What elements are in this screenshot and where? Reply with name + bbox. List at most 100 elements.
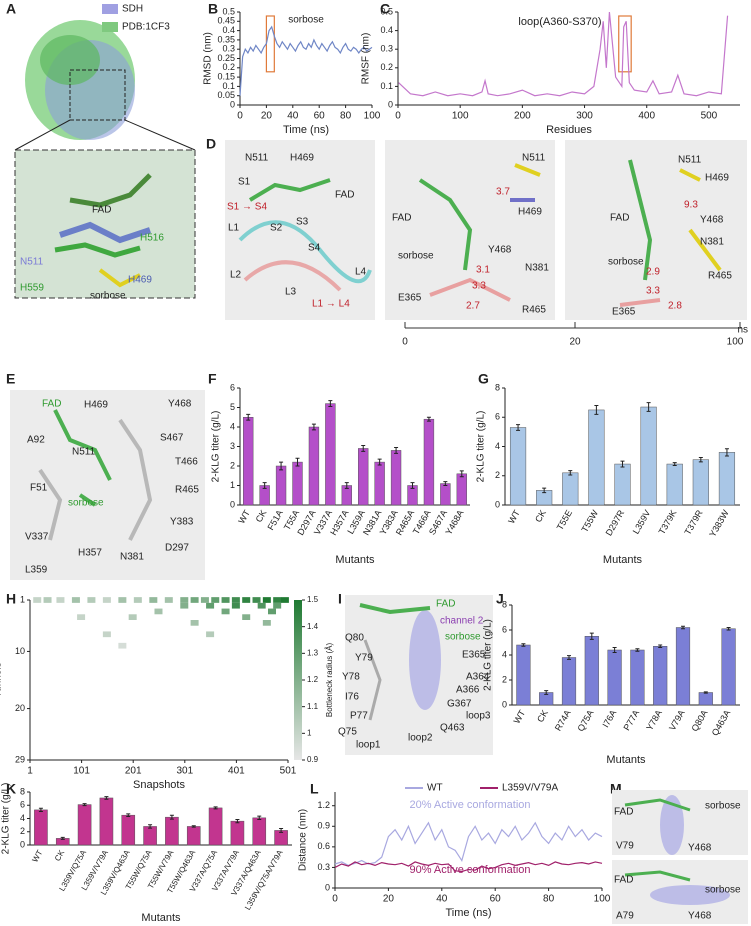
error-bar (568, 470, 573, 476)
timeline-label: 20 (569, 337, 581, 348)
x-tick-label: F51A (265, 508, 284, 532)
error-bar (279, 461, 284, 471)
bar (698, 692, 713, 706)
y-tick-label: 6 (20, 800, 25, 810)
residue-label: FAD (436, 599, 455, 610)
heatmap-cell (87, 597, 96, 603)
y-tick-label: 0.35 (217, 34, 235, 44)
x-axis-label: Time (ns) (445, 907, 491, 919)
x-tick-label: 100 (364, 111, 381, 122)
x-tick-label: 80 (340, 111, 352, 122)
residue-label: N511 (522, 153, 546, 164)
panel-label: H (6, 591, 16, 607)
y-tick-label: 0.3 (317, 862, 330, 872)
y-tick-label: 0.45 (217, 16, 235, 26)
x-tick-label: 501 (280, 766, 297, 777)
y-tick-label: 0.25 (217, 53, 235, 63)
error-bar (567, 655, 571, 660)
y-tick-label: 0 (20, 839, 25, 849)
x-tick-label: 60 (490, 894, 502, 905)
panel-label: I (338, 591, 342, 607)
y-tick-label: 1 (20, 594, 25, 604)
loop-label: loop1 (356, 740, 381, 751)
residue-label: G367 (447, 699, 472, 710)
residue-label: V337 (25, 532, 49, 543)
heatmap-cell (180, 597, 189, 603)
y-tick-label: 0.5 (222, 6, 235, 16)
y-tick-label: 4 (230, 421, 235, 431)
error-bar (443, 481, 448, 486)
legend-label: L359V/V79A (502, 783, 558, 794)
x-tick-label: R74A (553, 708, 573, 732)
error-bar (646, 402, 651, 412)
distance-label: 3.3 (472, 281, 486, 292)
y-tick-label: 0 (230, 99, 235, 109)
heatmap-cell (262, 597, 271, 603)
structure-e (10, 390, 205, 580)
bar (584, 636, 599, 706)
residue-label: sorbose (398, 251, 434, 262)
bar (252, 817, 267, 846)
line-series (239, 25, 373, 96)
panel-label: E (6, 371, 15, 387)
bar (143, 826, 157, 846)
y-axis-label: 2-KLG titer (g/L) (476, 411, 487, 483)
error-bar (681, 625, 685, 630)
y-tick-label: 8 (495, 382, 500, 392)
residue-label: Q75 (338, 727, 357, 738)
residue-label: H469 (290, 153, 314, 164)
x-tick-label: 401 (228, 766, 245, 777)
x-axis-label: Mutants (335, 554, 375, 566)
x-tick-label: CK (533, 508, 548, 524)
y-tick-label: 0.2 (222, 62, 235, 72)
error-bar (38, 807, 43, 813)
loop-label: L4 (355, 267, 367, 278)
x-tick-label: 201 (125, 766, 142, 777)
distance-label: 2.9 (646, 267, 660, 278)
panel-label: B (208, 1, 218, 17)
x-tick-label: Y383W (707, 508, 731, 539)
residue-label: A92 (27, 435, 45, 446)
y-tick-label: 6 (495, 412, 500, 422)
panel-label: A (6, 1, 16, 17)
heatmap-cell (242, 614, 251, 620)
residue-label: Y79 (355, 653, 373, 664)
bar (77, 804, 92, 846)
heatmap-cell (133, 597, 142, 603)
heatmap-cell (231, 602, 240, 609)
heatmap-cell (257, 602, 266, 609)
residue-label: S467 (160, 433, 184, 444)
y-axis-label: 2-KLG titer (g/L) (1, 783, 12, 855)
residue-label: V79 (616, 841, 634, 852)
residue-label: A366 (456, 685, 480, 696)
y-tick-label: 0 (325, 882, 330, 892)
heatmap-cell (43, 597, 52, 603)
bar (34, 809, 48, 846)
x-axis-label: Mutants (606, 754, 646, 766)
heatmap-cell (190, 597, 199, 603)
heatmap-cell (273, 602, 282, 609)
heatmap-cell (190, 620, 199, 626)
x-axis-label: Snapshots (133, 779, 185, 791)
site-label: S1 → S4 (227, 202, 267, 213)
heatmap-cell (154, 608, 163, 615)
y-tick-label: 10 (15, 646, 25, 656)
residue-label: Y468 (488, 245, 512, 256)
residue-label: Y383 (170, 517, 194, 528)
panel-label: J (496, 591, 504, 607)
x-tick-label: WT (512, 708, 528, 726)
x-tick-label: L359V (631, 508, 653, 536)
error-bar (377, 458, 382, 466)
bar (440, 483, 451, 506)
heatmap-cell (200, 597, 209, 603)
x-tick-label: T55E (555, 508, 574, 532)
heatmap-cell (102, 631, 111, 638)
y-axis-label: Tunnels (0, 662, 4, 697)
residue-label: sorbose (90, 291, 126, 302)
bar (456, 473, 467, 506)
y-tick-label: 1 (230, 480, 235, 490)
residue-label: Y468 (688, 843, 712, 854)
heatmap-cell (118, 597, 127, 603)
x-axis-label: Time (ns) (283, 124, 329, 136)
legend-label: PDB:1CF3 (122, 22, 170, 33)
